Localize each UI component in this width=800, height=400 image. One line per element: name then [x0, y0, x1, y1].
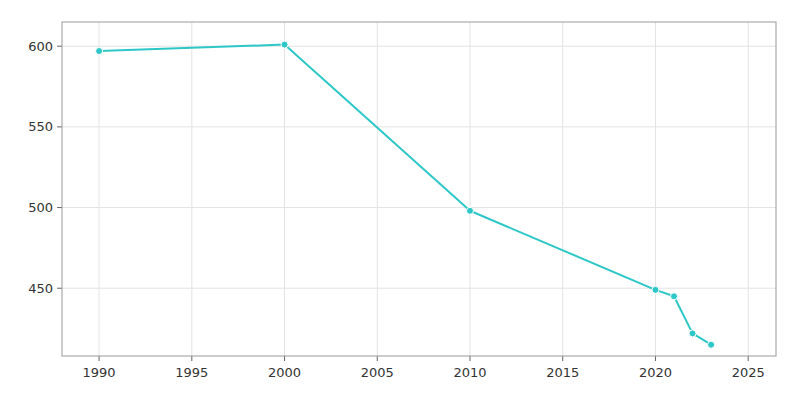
- x-tick: [191, 356, 192, 361]
- y-grid-line: [62, 207, 776, 208]
- tick-labels: 1990 1995 2000 2005 2010 2015 2020 2025 450 500 55…: [28, 39, 765, 380]
- series: [96, 41, 715, 348]
- chart-container: 1990 1995 2000 2005 2010 2015 2020 2025 450 500 55…: [0, 0, 800, 400]
- plot-background: [62, 22, 776, 356]
- x-grid-line: [562, 22, 563, 356]
- x-tick-label: 1990: [83, 365, 116, 380]
- y-grid-line: [62, 288, 776, 289]
- y-tick: [57, 126, 62, 127]
- series-marker: [708, 341, 715, 348]
- x-tick: [470, 356, 471, 361]
- x-tick: [284, 356, 285, 361]
- series-marker: [467, 207, 474, 214]
- x-tick: [655, 356, 656, 361]
- chart-svg: 1990 1995 2000 2005 2010 2015 2020 2025 450 500 55…: [0, 0, 800, 400]
- series-marker: [96, 48, 103, 55]
- x-tick-label: 2015: [546, 365, 579, 380]
- x-tick: [99, 356, 100, 361]
- x-tick: [562, 356, 563, 361]
- y-tick-label: 500: [28, 200, 53, 215]
- x-grid-line: [470, 22, 471, 356]
- series-marker: [689, 330, 696, 337]
- series-marker: [281, 41, 288, 48]
- x-tick: [748, 356, 749, 361]
- x-grid-line: [377, 22, 378, 356]
- grid: [62, 22, 776, 356]
- series-marker: [671, 293, 678, 300]
- series-marker: [652, 286, 659, 293]
- y-tick: [57, 207, 62, 208]
- x-tick-label: 2020: [639, 365, 672, 380]
- y-tick: [57, 46, 62, 47]
- x-tick-label: 2010: [453, 365, 486, 380]
- y-tick: [57, 288, 62, 289]
- x-tick-label: 2005: [361, 365, 394, 380]
- series-line: [99, 45, 711, 345]
- x-tick-label: 2000: [268, 365, 301, 380]
- y-tick-label: 550: [28, 119, 53, 134]
- plot-frame: [62, 22, 776, 356]
- x-grid-line: [655, 22, 656, 356]
- x-grid-line: [191, 22, 192, 356]
- x-tick: [377, 356, 378, 361]
- y-tick-label: 450: [28, 281, 53, 296]
- y-grid-line: [62, 46, 776, 47]
- x-grid-line: [99, 22, 100, 356]
- y-grid-line: [62, 126, 776, 127]
- x-tick-label: 2025: [732, 365, 765, 380]
- x-tick-label: 1995: [175, 365, 208, 380]
- x-grid-line: [284, 22, 285, 356]
- x-grid-line: [748, 22, 749, 356]
- y-tick-label: 600: [28, 39, 53, 54]
